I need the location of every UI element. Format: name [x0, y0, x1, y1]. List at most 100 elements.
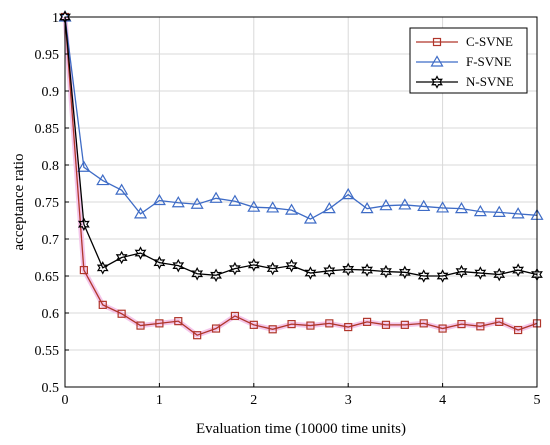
data-point-c-svne — [419, 319, 428, 328]
data-point-n-svne — [115, 250, 128, 265]
data-point-c-svne — [211, 324, 221, 333]
y-tick-label: 0.9 — [42, 85, 60, 100]
data-point-c-svne — [98, 300, 107, 309]
data-point-n-svne — [96, 261, 109, 275]
x-tick-label: 1 — [156, 393, 163, 408]
data-point-c-svne — [136, 321, 145, 330]
data-point-f-svne — [511, 207, 525, 219]
tick-labels: 0 1 2 3 4 5 0.5 0.55 0.6 0.65 0.7 0.75 0.8 0.85 0.9 0.9… — [35, 11, 541, 408]
series-c-svne — [60, 12, 542, 340]
legend-marker-n-svne — [431, 75, 443, 89]
y-tick-label: 0.6 — [42, 307, 60, 322]
data-point-n-svne — [153, 255, 166, 270]
data-point-f-svne — [115, 183, 129, 195]
data-point-n-svne — [191, 266, 204, 281]
data-point-n-svne — [210, 268, 222, 283]
data-point-c-svne — [193, 331, 202, 340]
data-point-n-svne — [266, 261, 279, 276]
y-tick-label: 0.55 — [35, 344, 60, 359]
grid-lines — [64, 16, 538, 388]
data-point-f-svne — [492, 205, 506, 217]
data-point-f-svne — [171, 196, 185, 208]
y-tick-label: 0.85 — [35, 122, 60, 137]
data-point-n-svne — [172, 258, 185, 273]
series-f-svne — [58, 10, 544, 224]
data-point-f-svne — [322, 201, 336, 214]
data-point-c-svne — [495, 317, 504, 326]
data-point-c-svne — [344, 322, 353, 332]
data-point-f-svne — [454, 201, 469, 214]
x-tick-label: 2 — [250, 393, 257, 408]
series-group — [58, 10, 544, 340]
data-point-f-svne — [133, 207, 148, 219]
data-point-n-svne — [285, 258, 298, 273]
data-point-n-svne — [474, 266, 487, 280]
data-point-n-svne — [436, 269, 449, 283]
data-point-c-svne — [174, 317, 183, 326]
legend: C-SVNE F-SVNE N-SVNE — [409, 27, 528, 94]
data-point-c-svne — [400, 320, 409, 329]
data-point-n-svne — [134, 246, 147, 260]
y-tick-label: 1 — [52, 11, 59, 26]
data-point-c-svne — [117, 309, 126, 318]
data-point-f-svne — [436, 201, 450, 213]
data-point-n-svne — [229, 261, 241, 276]
data-point-f-svne — [398, 198, 412, 210]
data-point-n-svne — [361, 263, 373, 277]
data-point-n-svne — [455, 264, 468, 279]
legend-marker-f-svne — [430, 55, 444, 67]
data-point-n-svne — [380, 264, 392, 279]
data-point-n-svne — [247, 258, 260, 272]
data-point-n-svne — [512, 263, 525, 277]
data-point-f-svne — [152, 193, 166, 206]
data-point-c-svne — [230, 311, 240, 321]
data-point-n-svne — [323, 264, 336, 278]
data-point-f-svne — [303, 212, 317, 224]
data-point-n-svne — [342, 262, 355, 277]
data-point-f-svne — [228, 194, 242, 206]
data-point-f-svne — [417, 199, 431, 212]
data-point-c-svne — [362, 317, 372, 326]
y-tick-label: 0.75 — [35, 196, 60, 211]
data-point-c-svne — [381, 320, 391, 329]
data-point-f-svne — [96, 173, 110, 186]
legend-marker-c-svne — [432, 37, 442, 47]
data-point-c-svne — [306, 321, 315, 330]
data-point-f-svne — [266, 201, 280, 213]
y-tick-label: 0.7 — [42, 233, 60, 248]
data-point-n-svne — [304, 266, 317, 280]
data-point-f-svne — [285, 203, 299, 215]
data-point-c-svne — [438, 324, 447, 333]
series-n-svne — [59, 10, 543, 283]
legend-label-c-svne: C-SVNE — [466, 34, 513, 49]
data-point-c-svne — [476, 322, 485, 331]
x-axis-title: Evaluation time (10000 time units) — [196, 421, 406, 437]
data-point-f-svne — [77, 160, 91, 172]
y-tick-label: 0.5 — [42, 381, 60, 396]
data-point-n-svne — [77, 217, 90, 232]
data-point-f-svne — [247, 200, 261, 212]
x-tick-label: 3 — [345, 393, 352, 408]
y-tick-label: 0.65 — [35, 270, 60, 285]
data-point-c-svne — [79, 265, 88, 275]
data-point-n-svne — [417, 269, 430, 283]
data-point-c-svne — [249, 320, 258, 329]
x-tick-label: 0 — [62, 393, 69, 408]
legend-label-f-svne: F-SVNE — [466, 54, 512, 69]
data-point-c-svne — [287, 320, 296, 329]
data-point-f-svne — [360, 201, 374, 214]
y-tick-label: 0.8 — [42, 159, 60, 174]
y-tick-label: 0.95 — [35, 48, 60, 63]
data-point-f-svne — [190, 197, 204, 209]
x-tick-label: 4 — [439, 393, 446, 408]
data-point-f-svne — [341, 187, 355, 200]
data-point-f-svne — [473, 204, 487, 217]
data-point-n-svne — [398, 265, 411, 280]
data-point-c-svne — [268, 325, 277, 334]
data-point-c-svne — [155, 319, 164, 328]
y-axis-title: acceptance ratio — [11, 153, 27, 250]
legend-label-n-svne: N-SVNE — [466, 74, 514, 89]
data-point-f-svne — [209, 191, 223, 203]
